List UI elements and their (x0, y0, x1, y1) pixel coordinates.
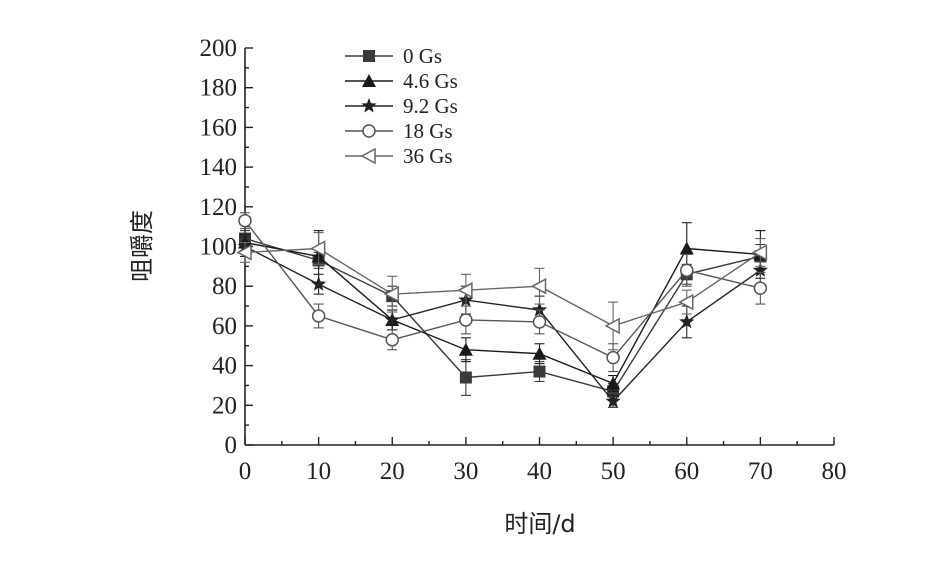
legend-label: 0 Gs (403, 44, 442, 68)
data-point (754, 282, 766, 294)
y-tick-label: 120 (200, 194, 238, 221)
x-tick-label: 10 (306, 458, 331, 485)
legend-label: 9.2 Gs (403, 94, 458, 118)
x-tick-label: 20 (380, 458, 405, 485)
data-point (460, 372, 472, 384)
series-group (237, 213, 768, 408)
legend-entry-4: 36 Gs (345, 144, 453, 168)
x-axis-title: 时间/d (504, 510, 575, 538)
data-point (607, 352, 619, 364)
x-tick-label: 40 (527, 458, 552, 485)
legend-label: 4.6 Gs (403, 69, 458, 93)
y-axis-title: 咀嚼度 (128, 210, 156, 282)
x-tick-label: 80 (822, 458, 847, 485)
data-point (386, 334, 398, 346)
legend-marker (363, 50, 375, 62)
y-tick-label: 160 (200, 114, 238, 141)
data-point (313, 310, 325, 322)
y-tick-label: 100 (200, 234, 238, 261)
x-tick-label: 60 (674, 458, 699, 485)
legend-marker (361, 98, 376, 112)
x-tick-label: 70 (748, 458, 773, 485)
legend-marker (363, 125, 375, 137)
x-tick-label: 0 (239, 458, 252, 485)
legend-label: 36 Gs (403, 144, 453, 168)
x-tick-label: 50 (601, 458, 626, 485)
legend-entry-0: 0 Gs (345, 44, 442, 68)
data-point (460, 314, 472, 326)
y-tick-label: 60 (212, 313, 237, 340)
data-point (534, 316, 546, 328)
data-point (459, 343, 473, 356)
y-tick-label: 20 (212, 392, 237, 419)
y-tick-label: 40 (212, 353, 237, 380)
legend-label: 18 Gs (403, 119, 453, 143)
legend-entry-2: 9.2 Gs (345, 94, 458, 118)
y-tick-label: 180 (200, 75, 238, 102)
x-tick-label: 30 (453, 458, 478, 485)
legend-entry-3: 18 Gs (345, 119, 453, 143)
legend-entry-1: 4.6 Gs (345, 69, 458, 93)
y-tick-label: 200 (200, 35, 238, 62)
data-point (239, 215, 251, 227)
data-point (681, 264, 693, 276)
data-point (534, 366, 546, 378)
data-point (680, 241, 694, 254)
legend-marker (362, 149, 375, 163)
y-tick-label: 140 (200, 154, 238, 181)
y-tick-label: 0 (225, 432, 238, 459)
y-tick-label: 80 (212, 273, 237, 300)
